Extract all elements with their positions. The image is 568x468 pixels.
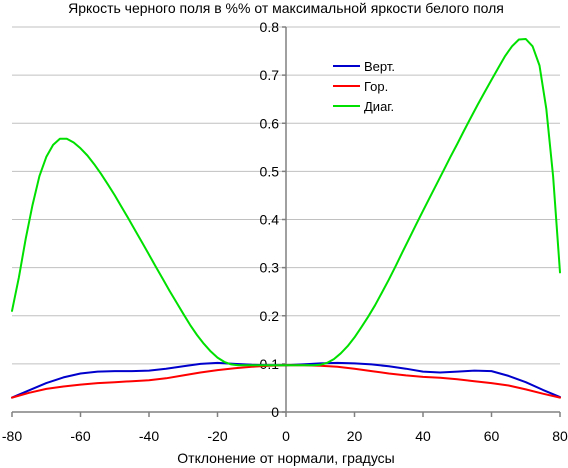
y-tick-label: 0.7 [260,67,280,83]
x-tick-label: 80 [552,428,568,444]
x-tick-label: -20 [207,428,227,444]
y-tick-labels: 0 0.1 0.2 0.3 0.4 0.5 0.6 0.7 0.8 [260,19,280,420]
y-tick-label: 0.8 [260,19,280,35]
x-axis-label: Отклонение от нормали, градусы [177,450,394,466]
x-tick-label: -80 [2,428,22,444]
y-tick-label: 0.5 [260,163,280,179]
x-tick-label: 20 [347,428,363,444]
legend-label-2: Диаг. [364,99,394,114]
series-lines [11,38,561,399]
y-tick-label: 0 [271,404,279,420]
series-line-2 [11,38,561,367]
y-tick-label: 0.3 [260,260,280,276]
chart-title: Яркость черного поля в %% от максимально… [68,0,504,16]
legend: Верт. Гор. Диаг. [333,59,395,114]
x-tick-label: 0 [282,428,290,444]
x-tick-label: 40 [415,428,431,444]
y-tick-label: 0.4 [260,212,280,228]
y-tick-label: 0.1 [260,356,280,372]
x-tick-label: -40 [139,428,159,444]
axes [11,26,561,417]
y-tick-label: 0.6 [260,115,280,131]
y-tick-label: 0.2 [260,308,280,324]
x-tick-label: -60 [70,428,90,444]
legend-label-0: Верт. [364,59,395,74]
x-tick-label: 60 [484,428,500,444]
legend-label-1: Гор. [364,79,388,94]
x-tick-labels: -80 -60 -40 -20 0 20 40 60 80 [2,428,568,444]
